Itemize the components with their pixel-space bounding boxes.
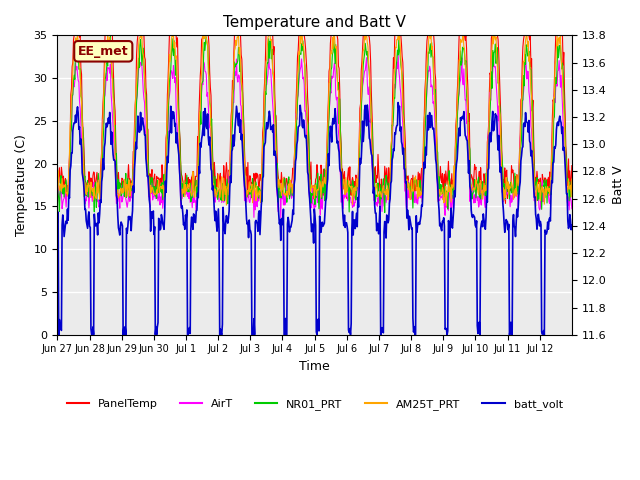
AM25T_PRT <box>397 54 404 60</box>
AirT <box>397 103 405 109</box>
Legend: PanelTemp, AirT, NR01_PRT, AM25T_PRT, batt_volt: PanelTemp, AirT, NR01_PRT, AM25T_PRT, ba… <box>62 394 567 414</box>
NR01_PRT <box>106 33 114 38</box>
PanelTemp <box>254 172 262 178</box>
PanelTemp <box>568 163 576 168</box>
AM25T_PRT <box>568 176 576 182</box>
AirT <box>368 162 376 168</box>
PanelTemp <box>209 166 217 171</box>
NR01_PRT <box>397 67 405 72</box>
batt_volt <box>397 139 405 144</box>
AirT <box>209 182 216 188</box>
PanelTemp <box>397 33 404 38</box>
AM25T_PRT <box>532 204 540 209</box>
NR01_PRT <box>209 168 217 173</box>
Line: batt_volt: batt_volt <box>58 103 572 335</box>
PanelTemp <box>368 110 376 116</box>
Y-axis label: Batt V: Batt V <box>612 166 625 204</box>
Line: AirT: AirT <box>58 54 572 217</box>
NR01_PRT <box>254 184 262 190</box>
NR01_PRT <box>235 45 243 50</box>
PanelTemp <box>54 174 61 180</box>
NR01_PRT <box>381 210 388 216</box>
PanelTemp <box>502 201 509 206</box>
Title: Temperature and Batt V: Temperature and Batt V <box>223 15 406 30</box>
batt_volt <box>568 222 576 228</box>
Line: PanelTemp: PanelTemp <box>58 36 572 204</box>
AirT <box>234 79 242 85</box>
AirT <box>114 199 122 204</box>
NR01_PRT <box>115 177 122 182</box>
batt_volt <box>209 183 217 189</box>
batt_volt <box>54 219 61 225</box>
batt_volt <box>115 225 122 231</box>
AirT <box>54 199 61 205</box>
AirT <box>253 204 261 210</box>
AirT <box>568 206 576 212</box>
batt_volt <box>55 332 63 337</box>
AirT <box>394 51 402 57</box>
Line: NR01_PRT: NR01_PRT <box>58 36 572 213</box>
PanelTemp <box>70 33 78 38</box>
AM25T_PRT <box>254 193 262 199</box>
NR01_PRT <box>568 184 576 190</box>
batt_volt <box>368 153 376 158</box>
AM25T_PRT <box>235 33 243 38</box>
batt_volt <box>254 228 262 234</box>
NR01_PRT <box>54 182 61 188</box>
AM25T_PRT <box>368 142 376 148</box>
Y-axis label: Temperature (C): Temperature (C) <box>15 134 28 236</box>
AirT <box>277 215 285 220</box>
NR01_PRT <box>368 120 376 125</box>
batt_volt <box>394 100 402 106</box>
AM25T_PRT <box>115 195 122 201</box>
AM25T_PRT <box>74 33 81 38</box>
batt_volt <box>235 123 243 129</box>
AM25T_PRT <box>209 180 217 186</box>
Line: AM25T_PRT: AM25T_PRT <box>58 36 572 206</box>
AM25T_PRT <box>54 174 61 180</box>
PanelTemp <box>115 169 122 175</box>
PanelTemp <box>235 33 243 38</box>
Text: EE_met: EE_met <box>78 45 129 58</box>
X-axis label: Time: Time <box>300 360 330 373</box>
